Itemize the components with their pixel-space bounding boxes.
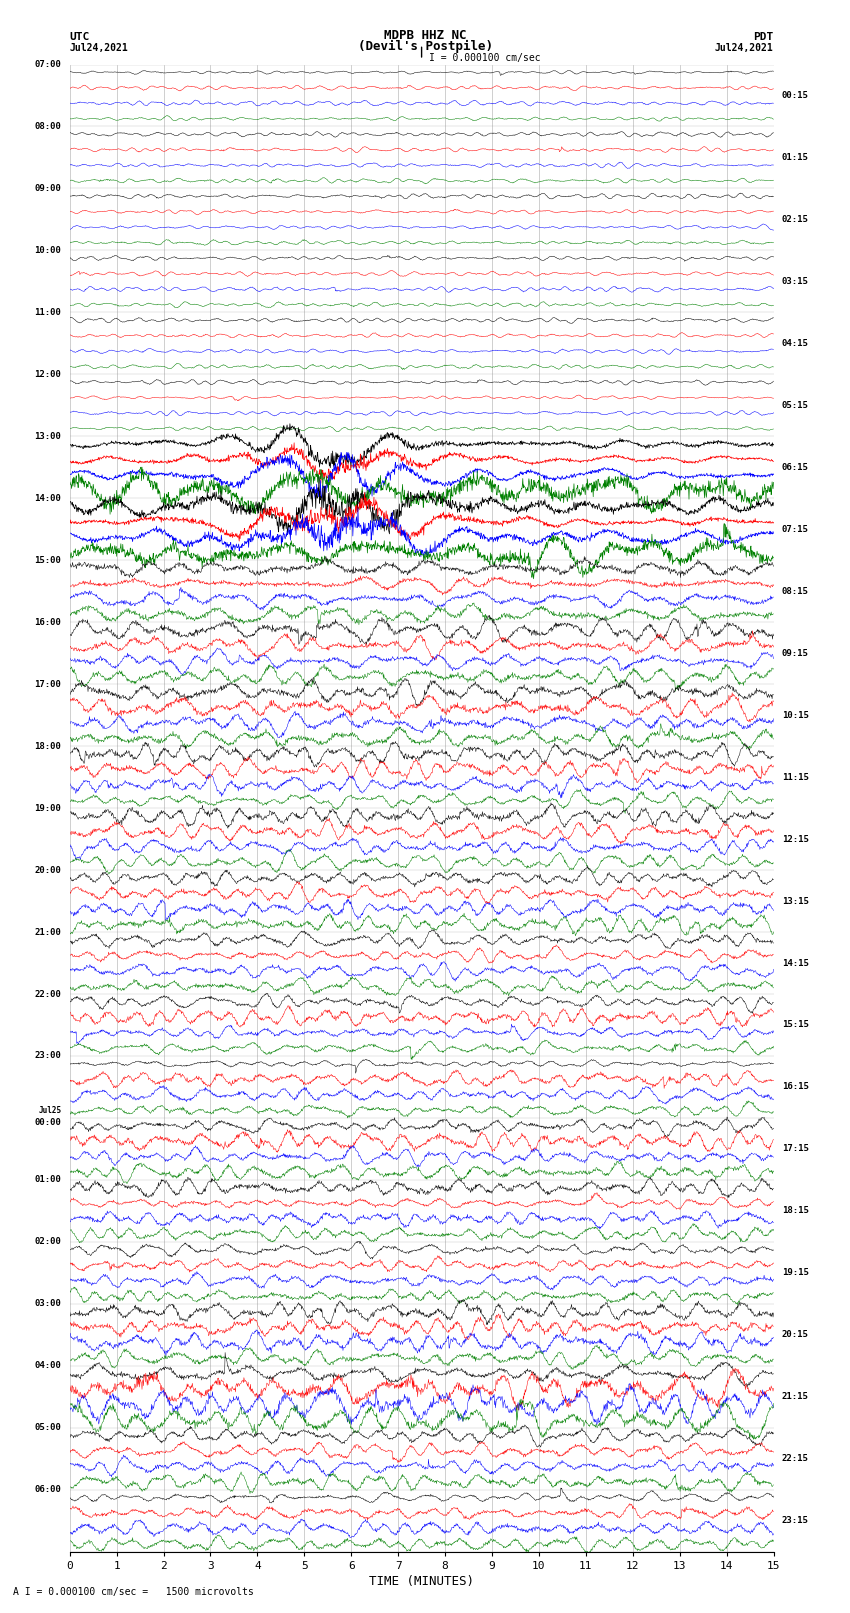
Text: 20:15: 20:15 (782, 1331, 809, 1339)
Text: 09:00: 09:00 (34, 184, 61, 194)
Text: 09:15: 09:15 (782, 648, 809, 658)
Text: 03:15: 03:15 (782, 277, 809, 286)
Text: 06:15: 06:15 (782, 463, 809, 471)
Text: I = 0.000100 cm/sec: I = 0.000100 cm/sec (429, 53, 541, 63)
Text: 02:15: 02:15 (782, 215, 809, 224)
Text: 13:00: 13:00 (34, 432, 61, 440)
Text: 12:00: 12:00 (34, 369, 61, 379)
Text: Jul24,2021: Jul24,2021 (715, 44, 774, 53)
Text: 04:15: 04:15 (782, 339, 809, 348)
Text: 23:15: 23:15 (782, 1516, 809, 1526)
Text: 06:00: 06:00 (34, 1486, 61, 1494)
Text: 11:00: 11:00 (34, 308, 61, 316)
Text: 05:15: 05:15 (782, 402, 809, 410)
Text: A I = 0.000100 cm/sec =   1500 microvolts: A I = 0.000100 cm/sec = 1500 microvolts (13, 1587, 253, 1597)
Text: 00:00: 00:00 (34, 1118, 61, 1127)
Text: 21:15: 21:15 (782, 1392, 809, 1402)
Text: 08:15: 08:15 (782, 587, 809, 595)
Text: 17:15: 17:15 (782, 1145, 809, 1153)
Text: 23:00: 23:00 (34, 1052, 61, 1060)
Text: 20:00: 20:00 (34, 866, 61, 874)
Text: 13:15: 13:15 (782, 897, 809, 905)
Text: 00:15: 00:15 (782, 90, 809, 100)
Text: 16:15: 16:15 (782, 1082, 809, 1092)
Text: 14:00: 14:00 (34, 494, 61, 503)
Text: 01:15: 01:15 (782, 153, 809, 161)
Text: 04:00: 04:00 (34, 1361, 61, 1371)
Text: Jul24,2021: Jul24,2021 (70, 44, 128, 53)
Text: Jul25: Jul25 (38, 1107, 61, 1115)
Text: 02:00: 02:00 (34, 1237, 61, 1247)
Text: 18:00: 18:00 (34, 742, 61, 750)
Text: 21:00: 21:00 (34, 927, 61, 937)
Text: MDPB HHZ NC: MDPB HHZ NC (383, 29, 467, 42)
Text: 10:15: 10:15 (782, 711, 809, 719)
Text: 15:00: 15:00 (34, 556, 61, 565)
X-axis label: TIME (MINUTES): TIME (MINUTES) (369, 1574, 474, 1587)
Text: 11:15: 11:15 (782, 773, 809, 782)
Text: 07:00: 07:00 (34, 60, 61, 69)
Text: 22:00: 22:00 (34, 989, 61, 998)
Text: 14:15: 14:15 (782, 958, 809, 968)
Text: 19:15: 19:15 (782, 1268, 809, 1277)
Text: 01:00: 01:00 (34, 1176, 61, 1184)
Text: 03:00: 03:00 (34, 1300, 61, 1308)
Text: 12:15: 12:15 (782, 834, 809, 844)
Text: 08:00: 08:00 (34, 123, 61, 131)
Text: 17:00: 17:00 (34, 679, 61, 689)
Text: (Devil's Postpile): (Devil's Postpile) (358, 40, 492, 53)
Text: 10:00: 10:00 (34, 245, 61, 255)
Text: 18:15: 18:15 (782, 1207, 809, 1215)
Text: 22:15: 22:15 (782, 1455, 809, 1463)
Text: 19:00: 19:00 (34, 803, 61, 813)
Text: 16:00: 16:00 (34, 618, 61, 627)
Text: PDT: PDT (753, 32, 774, 42)
Text: 05:00: 05:00 (34, 1423, 61, 1432)
Text: UTC: UTC (70, 32, 90, 42)
Text: 15:15: 15:15 (782, 1021, 809, 1029)
Text: 07:15: 07:15 (782, 524, 809, 534)
